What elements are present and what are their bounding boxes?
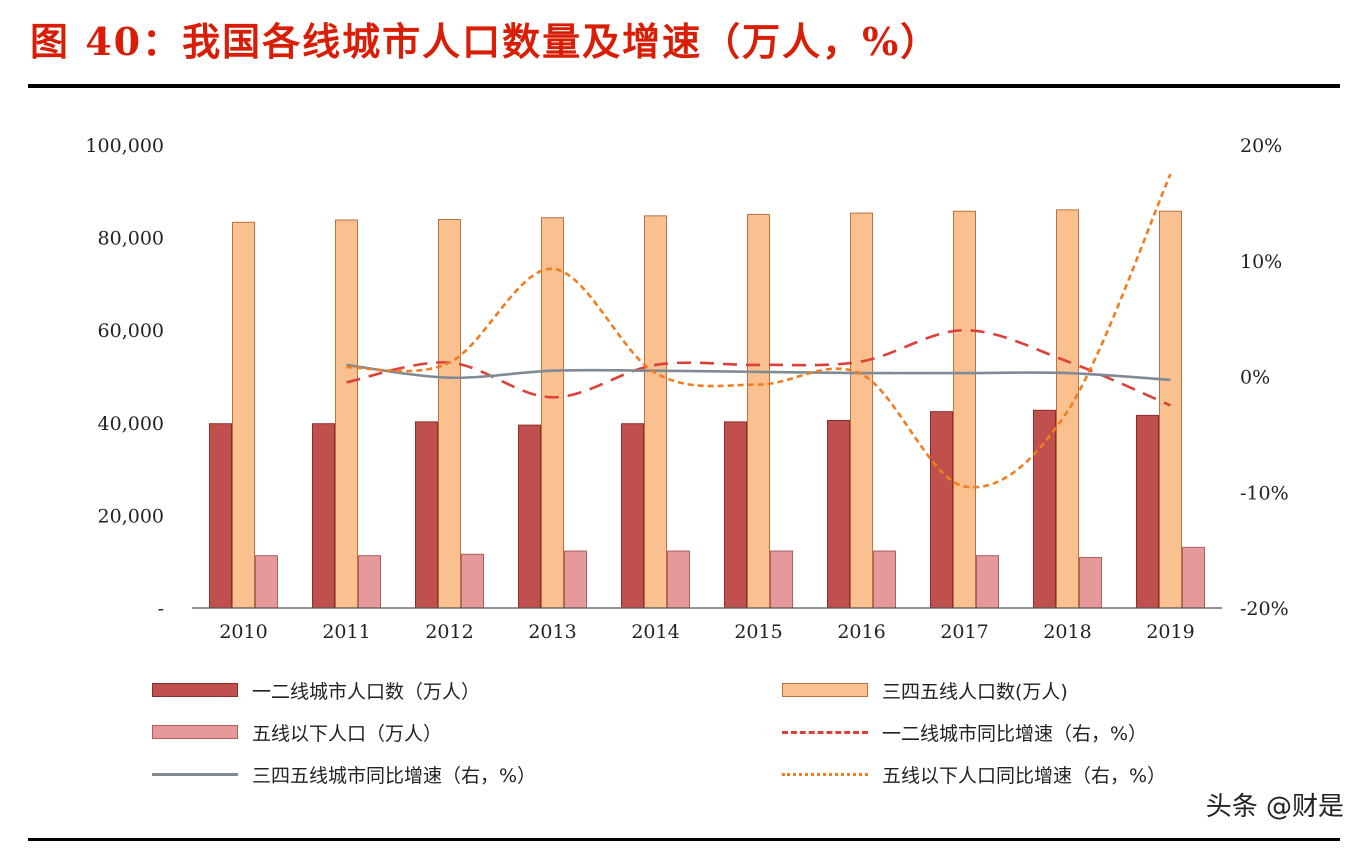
y-tick-label: 100,000 bbox=[85, 135, 164, 157]
y2-tick-label: 10% bbox=[1240, 251, 1282, 273]
x-tick-label: 2014 bbox=[631, 621, 679, 643]
legend-label-tier345-pop: 三四五线人口数(万人) bbox=[882, 680, 1068, 703]
legend-item-below5-growth: 五线以下人口同比增速（右，%） bbox=[782, 759, 1166, 789]
bar-2-2019 bbox=[1159, 210, 1182, 609]
bar-3-2017 bbox=[976, 555, 999, 609]
bar-3-2012 bbox=[461, 553, 484, 609]
legend-item-tier345-growth: 三四五线城市同比增速（右，%） bbox=[152, 759, 536, 789]
legend-label-tier12-growth: 一二线城市同比增速（右，%） bbox=[882, 722, 1148, 745]
growth-line-2 bbox=[346, 363, 1171, 382]
bar-2-2014 bbox=[644, 215, 667, 609]
bar-2-2011 bbox=[335, 219, 358, 609]
y-tick-label: 20,000 bbox=[98, 505, 164, 527]
x-tick-label: 2010 bbox=[219, 621, 267, 643]
legend-swatch-tier12-pop bbox=[152, 683, 238, 697]
bar-1-2019 bbox=[1136, 414, 1159, 609]
bar-1-2014 bbox=[621, 423, 644, 609]
bar-3-2015 bbox=[770, 550, 793, 609]
x-tick-label: 2011 bbox=[322, 621, 370, 643]
growth-line-1 bbox=[346, 328, 1172, 407]
chart-title: 图 40：我国各线城市人口数量及增速（万人，%） bbox=[30, 19, 941, 64]
bar-3-2018 bbox=[1079, 557, 1102, 609]
bar-3-2019 bbox=[1182, 546, 1205, 609]
bar-1-2015 bbox=[724, 421, 747, 609]
bar-2-2013 bbox=[541, 217, 564, 609]
bar-1-2016 bbox=[827, 419, 850, 609]
x-tick-label: 2017 bbox=[940, 621, 988, 643]
x-tick-label: 2013 bbox=[528, 621, 576, 643]
x-tick-label: 2012 bbox=[425, 621, 473, 643]
legend-line-tier345-growth bbox=[152, 772, 238, 776]
bar-1-2017 bbox=[930, 411, 953, 609]
chart-legend: 一二线城市人口数（万人） 三四五线人口数(万人) 五线以下人口（万人） 一二线城… bbox=[0, 670, 1368, 800]
chart-plot: - 20,000 40,000 60,000 80,000 100,000 -20% -10%… bbox=[85, 135, 1289, 643]
legend-label-below5-growth: 五线以下人口同比增速（右，%） bbox=[882, 764, 1167, 787]
legend-item-tier12-growth: 一二线城市同比增速（右，%） bbox=[782, 717, 1147, 747]
growth-line-3 bbox=[346, 173, 1172, 489]
bar-2-2010 bbox=[232, 221, 255, 609]
y-tick-label: 80,000 bbox=[98, 228, 164, 250]
legend-label-tier345-growth: 三四五线城市同比增速（右，%） bbox=[252, 764, 537, 787]
legend-swatch-below5-pop bbox=[152, 725, 238, 739]
legend-line-below5-growth bbox=[782, 772, 868, 776]
legend-swatch-tier345-pop bbox=[782, 683, 868, 697]
y-tick-label: 60,000 bbox=[98, 320, 164, 342]
y2-tick-label: 20% bbox=[1240, 135, 1282, 157]
y2-tick-label: 0% bbox=[1240, 367, 1270, 389]
bar-3-2011 bbox=[358, 555, 381, 609]
bar-1-2013 bbox=[518, 424, 541, 609]
x-tick-label: 2016 bbox=[837, 621, 885, 643]
x-tick-label: 2018 bbox=[1043, 621, 1091, 643]
legend-label-tier12-pop: 一二线城市人口数（万人） bbox=[252, 680, 481, 703]
x-tick-label: 2015 bbox=[734, 621, 782, 643]
x-tick-label: 2019 bbox=[1146, 621, 1194, 643]
bar-3-2016 bbox=[873, 550, 896, 609]
legend-item-tier345-pop: 三四五线人口数(万人) bbox=[782, 675, 1068, 705]
bar-3-2010 bbox=[255, 555, 278, 609]
bottom-rule bbox=[28, 838, 1340, 841]
bar-2-2016 bbox=[850, 212, 873, 609]
y-tick-label: 40,000 bbox=[98, 413, 164, 435]
y-tick-label: - bbox=[158, 598, 164, 620]
bar-2-2015 bbox=[747, 213, 770, 609]
legend-line-tier12-growth bbox=[782, 730, 868, 734]
bar-2-2012 bbox=[438, 219, 461, 609]
bar-1-2012 bbox=[415, 421, 438, 609]
legend-item-tier12-pop: 一二线城市人口数（万人） bbox=[152, 675, 480, 705]
bar-2-2018 bbox=[1056, 209, 1079, 609]
bar-1-2018 bbox=[1033, 409, 1056, 609]
bar-1-2010 bbox=[209, 423, 232, 609]
bar-1-2011 bbox=[312, 423, 335, 609]
bar-3-2013 bbox=[564, 550, 587, 609]
legend-label-below5-pop: 五线以下人口（万人） bbox=[252, 722, 443, 745]
legend-item-below5-pop: 五线以下人口（万人） bbox=[152, 717, 442, 747]
watermark-text: 头条 @财是 bbox=[1205, 792, 1344, 822]
bar-2-2017 bbox=[953, 210, 976, 609]
y2-tick-label: -10% bbox=[1240, 482, 1289, 504]
top-rule bbox=[28, 84, 1340, 88]
y2-tick-label: -20% bbox=[1240, 598, 1289, 620]
bar-3-2014 bbox=[667, 550, 690, 609]
